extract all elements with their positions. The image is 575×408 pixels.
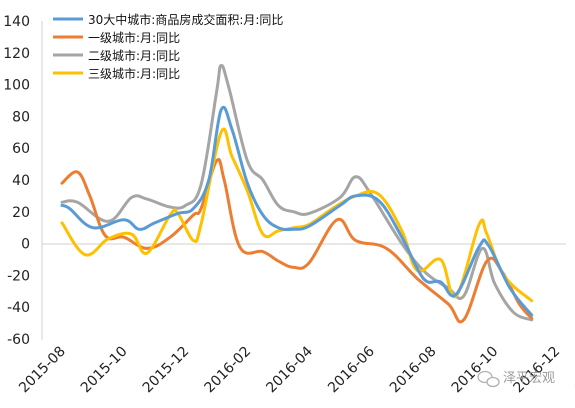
- x-tick-label: 2016-06: [325, 343, 378, 396]
- y-tick-label: 20: [12, 205, 30, 221]
- x-tick-label: 2016-02: [202, 344, 255, 397]
- series-line-3: [60, 127, 534, 303]
- y-tick-label: -40: [7, 300, 30, 316]
- watermark: 泽平宏观: [477, 370, 555, 388]
- wechat-icon: [477, 370, 500, 388]
- y-tick-label: 0: [21, 237, 30, 253]
- legend-label: 三级城市:月:同比: [88, 66, 180, 81]
- y-tick-label: 80: [12, 109, 30, 125]
- x-axis-ticks: 2015-08 2015-10 2015-12 2016-02 2016-04 2016-…: [16, 343, 575, 396]
- y-axis-ticks: 140 120 100 80 60 40 20 0 -20 -40 -60: [3, 14, 30, 348]
- y-tick-label: 100: [3, 78, 30, 94]
- x-tick-label: 2015-12: [140, 344, 193, 397]
- series-layer: [60, 63, 534, 324]
- y-tick-label: 40: [12, 173, 30, 189]
- y-tick-label: -60: [7, 332, 30, 348]
- series-line-2: [60, 63, 534, 322]
- x-tick-label: 2016-10: [449, 344, 502, 397]
- y-tick-label: 120: [3, 46, 30, 62]
- legend-label: 30大中城市:商品房成交面积:月:同比: [88, 12, 283, 27]
- x-tick-label: 2016-04: [263, 343, 316, 396]
- series-line-1: [60, 158, 534, 324]
- series-line-0: [60, 105, 534, 317]
- watermark-text: 泽平宏观: [503, 371, 555, 386]
- legend-label: 二级城市:月:同比: [88, 48, 180, 63]
- y-tick-label: -20: [7, 268, 30, 284]
- x-tick-label: 2015-10: [78, 344, 131, 397]
- y-tick-label: 60: [12, 141, 30, 157]
- y-tick-label: 140: [3, 14, 30, 30]
- x-tick-label: 2016-12: [511, 344, 564, 397]
- x-tick-label: 2015-08: [16, 344, 69, 397]
- x-tick-label: 2016-08: [387, 344, 440, 397]
- legend-label: 一级城市:月:同比: [88, 30, 180, 45]
- legend: 30大中城市:商品房成交面积:月:同比一级城市:月:同比二级城市:月:同比三级城…: [53, 12, 283, 81]
